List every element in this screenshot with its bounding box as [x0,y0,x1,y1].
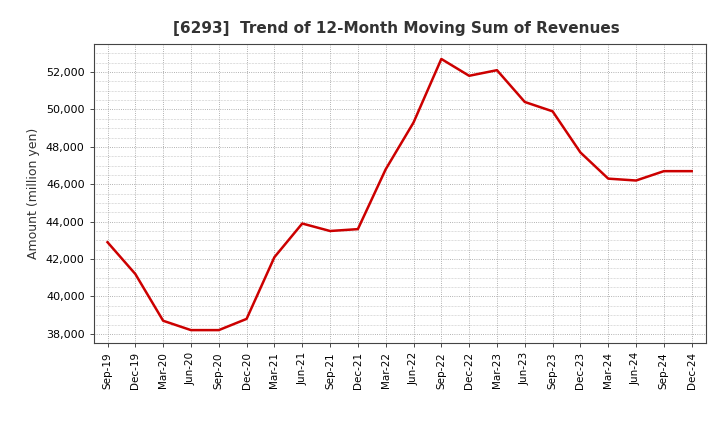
Y-axis label: Amount (million yen): Amount (million yen) [27,128,40,259]
Text: [6293]  Trend of 12-Month Moving Sum of Revenues: [6293] Trend of 12-Month Moving Sum of R… [174,21,620,36]
